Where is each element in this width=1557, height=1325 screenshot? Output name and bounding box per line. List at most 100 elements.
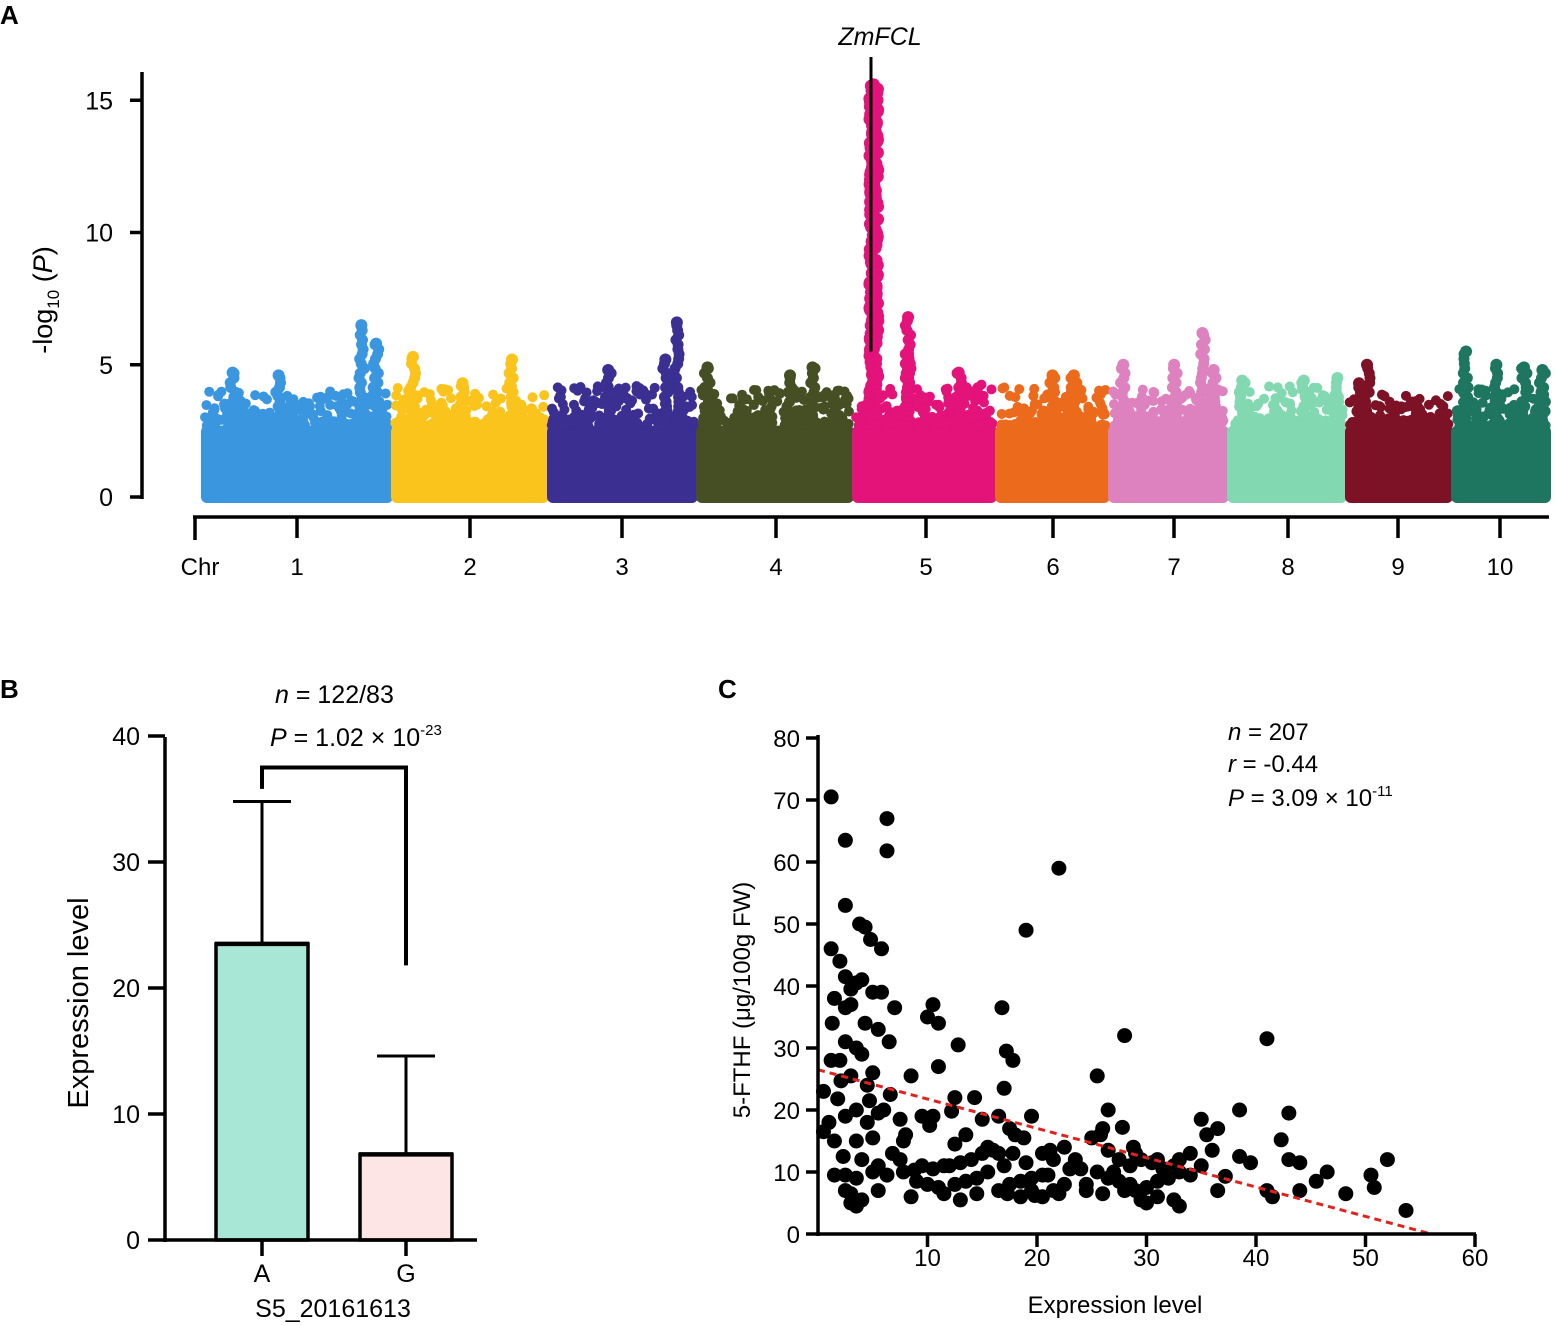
scatter-y-tick-label: 70 xyxy=(773,788,800,815)
scatter-point xyxy=(854,1046,870,1062)
scatter-point xyxy=(991,1145,1007,1161)
snp-point xyxy=(763,385,774,396)
scatter-point xyxy=(1210,1121,1226,1137)
bar-y-tick-label: 20 xyxy=(112,975,140,1003)
bar-p-annotation: P = 1.02 × 10-23 xyxy=(270,722,442,752)
snp-point xyxy=(325,386,336,397)
scatter-point xyxy=(1182,1145,1198,1161)
manhattan-y-label: -log10 (P) xyxy=(28,246,63,353)
scatter-point xyxy=(903,1189,919,1205)
snp-point xyxy=(889,410,900,421)
scatter-point xyxy=(1149,1189,1165,1205)
manhattan-chr-tick-label: 5 xyxy=(919,554,932,581)
bar-G xyxy=(358,1152,454,1242)
snp-point xyxy=(527,404,538,415)
scatter-point xyxy=(1363,1167,1379,1183)
manhattan-chr-tick-label: 10 xyxy=(1487,554,1514,581)
bar-x-label: S5_20161613 xyxy=(255,1295,411,1323)
snp-peak-point xyxy=(784,369,796,382)
scatter-point xyxy=(1259,1031,1275,1047)
snp-point xyxy=(1375,402,1386,413)
snp-point xyxy=(1379,391,1390,402)
scatter-y-tick-label: 30 xyxy=(773,1036,800,1063)
snp-point xyxy=(1147,410,1158,421)
scatter-y-tick-label: 10 xyxy=(773,1160,800,1187)
snp-point xyxy=(416,412,427,423)
snp-point xyxy=(535,412,546,423)
chromosome-6-points xyxy=(995,369,1111,503)
snp-point xyxy=(942,383,953,394)
bar-x-tick-label: G xyxy=(396,1260,415,1288)
snp-point xyxy=(996,408,1007,419)
snp-point xyxy=(1264,381,1275,392)
scatter-point xyxy=(1056,1139,1072,1155)
scatter-point xyxy=(830,1091,846,1107)
snp-point xyxy=(382,419,393,430)
snp-point xyxy=(594,410,605,421)
scatter-point xyxy=(1139,1180,1154,1195)
snp-point xyxy=(816,402,827,413)
snp-band xyxy=(995,425,1110,503)
scatter-point xyxy=(1078,1183,1094,1199)
snp-peak-point xyxy=(602,364,615,377)
snp-point xyxy=(488,420,499,431)
snp-point xyxy=(590,398,601,409)
snp-point xyxy=(1095,399,1106,410)
snp-point xyxy=(942,420,953,431)
scatter-point xyxy=(920,1009,935,1025)
scatter-point xyxy=(996,1158,1012,1174)
snp-point xyxy=(1084,417,1095,428)
chromosome-10-points xyxy=(1451,345,1551,503)
scatter-point xyxy=(1193,1158,1209,1174)
snp-point xyxy=(1033,420,1044,431)
snp-point xyxy=(1028,390,1039,401)
manhattan-y-tick-label: 10 xyxy=(85,220,113,248)
scatter-point xyxy=(857,919,873,935)
scatter-point xyxy=(952,1192,968,1208)
chromosome-7-points xyxy=(1108,327,1229,503)
snp-point xyxy=(1014,384,1025,395)
snp-point xyxy=(1009,407,1020,418)
snp-point xyxy=(818,390,829,401)
snp-point xyxy=(1083,404,1094,415)
scatter-point xyxy=(879,811,895,827)
snp-point xyxy=(527,392,538,403)
snp-peak-point xyxy=(659,353,672,366)
scatter-point xyxy=(969,1186,985,1202)
snp-point xyxy=(1256,417,1267,428)
snp-peak-point xyxy=(902,311,915,324)
scatter-point xyxy=(1114,1119,1130,1135)
snp-point xyxy=(312,392,323,403)
scatter-point xyxy=(1232,1149,1248,1164)
scatter-point xyxy=(1199,1127,1215,1143)
scatter-points xyxy=(815,789,1414,1218)
scatter-point xyxy=(837,1108,853,1124)
snp-point xyxy=(729,412,740,423)
manhattan-y-tick-label: 15 xyxy=(85,87,113,115)
scatter-point xyxy=(1292,1155,1308,1171)
snp-point xyxy=(1411,395,1422,406)
snp-point xyxy=(1390,413,1401,424)
snp-peak-point xyxy=(506,353,518,366)
snp-point xyxy=(978,397,989,408)
snp-peak-point xyxy=(1518,361,1530,374)
scatter-point xyxy=(1024,1108,1040,1124)
scatter-point xyxy=(1100,1142,1116,1158)
snp-point xyxy=(842,390,853,401)
scatter-point xyxy=(879,1167,895,1183)
manhattan-y-tick-label: 0 xyxy=(99,484,113,512)
snp-point xyxy=(1180,389,1191,400)
scatter-point xyxy=(835,1149,851,1164)
snp-point xyxy=(443,420,454,431)
snp-band xyxy=(391,425,549,503)
snp-point xyxy=(997,383,1008,394)
snp-point xyxy=(434,418,445,429)
scatter-point xyxy=(1111,1152,1127,1168)
snp-point xyxy=(314,401,325,412)
scatter-point xyxy=(922,1118,938,1133)
snp-point xyxy=(1133,397,1144,408)
snp-point xyxy=(285,395,296,406)
scatter-x-tick-label: 40 xyxy=(1243,1245,1270,1272)
